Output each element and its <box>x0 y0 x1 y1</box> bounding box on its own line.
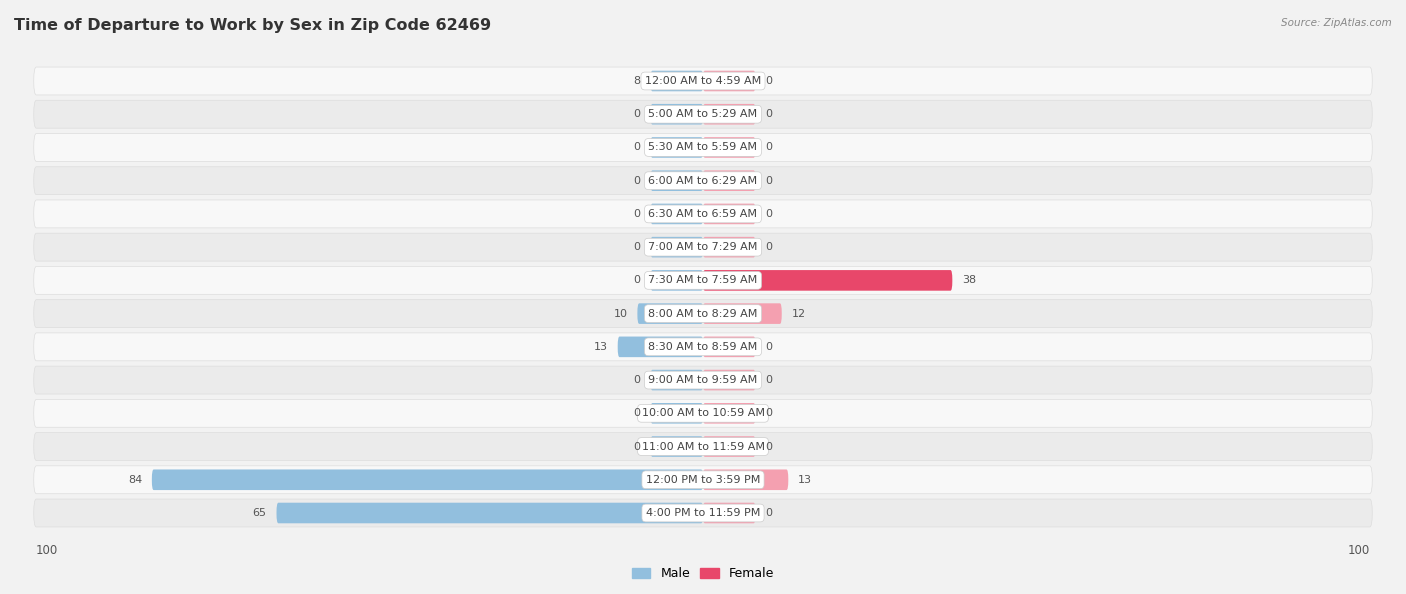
FancyBboxPatch shape <box>703 137 755 158</box>
FancyBboxPatch shape <box>703 204 755 224</box>
Text: Source: ZipAtlas.com: Source: ZipAtlas.com <box>1281 18 1392 28</box>
FancyBboxPatch shape <box>34 100 1372 128</box>
Text: 10:00 AM to 10:59 AM: 10:00 AM to 10:59 AM <box>641 408 765 418</box>
FancyBboxPatch shape <box>34 200 1372 228</box>
FancyBboxPatch shape <box>34 233 1372 261</box>
FancyBboxPatch shape <box>34 333 1372 361</box>
FancyBboxPatch shape <box>277 503 703 523</box>
FancyBboxPatch shape <box>651 137 703 158</box>
FancyBboxPatch shape <box>651 204 703 224</box>
FancyBboxPatch shape <box>651 270 703 290</box>
FancyBboxPatch shape <box>703 469 789 490</box>
FancyBboxPatch shape <box>34 399 1372 427</box>
FancyBboxPatch shape <box>703 170 755 191</box>
FancyBboxPatch shape <box>703 104 755 125</box>
FancyBboxPatch shape <box>703 503 755 523</box>
Text: 0: 0 <box>634 143 641 153</box>
FancyBboxPatch shape <box>651 237 703 257</box>
FancyBboxPatch shape <box>703 71 755 91</box>
FancyBboxPatch shape <box>637 304 703 324</box>
FancyBboxPatch shape <box>34 299 1372 327</box>
FancyBboxPatch shape <box>703 370 755 390</box>
Text: 0: 0 <box>765 209 772 219</box>
FancyBboxPatch shape <box>651 104 703 125</box>
Text: 5:30 AM to 5:59 AM: 5:30 AM to 5:59 AM <box>648 143 758 153</box>
Text: 0: 0 <box>765 375 772 385</box>
FancyBboxPatch shape <box>617 337 703 357</box>
Text: 0: 0 <box>765 441 772 451</box>
FancyBboxPatch shape <box>703 436 755 457</box>
Text: 0: 0 <box>765 342 772 352</box>
Text: 8:30 AM to 8:59 AM: 8:30 AM to 8:59 AM <box>648 342 758 352</box>
Text: 12: 12 <box>792 309 806 318</box>
FancyBboxPatch shape <box>34 167 1372 195</box>
Text: 7:30 AM to 7:59 AM: 7:30 AM to 7:59 AM <box>648 276 758 285</box>
FancyBboxPatch shape <box>651 170 703 191</box>
Text: Time of Departure to Work by Sex in Zip Code 62469: Time of Departure to Work by Sex in Zip … <box>14 18 491 33</box>
Text: 8: 8 <box>634 76 641 86</box>
Text: 0: 0 <box>634 242 641 252</box>
FancyBboxPatch shape <box>703 337 755 357</box>
Text: 0: 0 <box>765 408 772 418</box>
FancyBboxPatch shape <box>34 267 1372 295</box>
Text: 0: 0 <box>634 441 641 451</box>
Text: 84: 84 <box>128 475 142 485</box>
Text: 0: 0 <box>634 375 641 385</box>
FancyBboxPatch shape <box>34 466 1372 494</box>
FancyBboxPatch shape <box>703 237 755 257</box>
Text: 0: 0 <box>634 209 641 219</box>
Text: 6:30 AM to 6:59 AM: 6:30 AM to 6:59 AM <box>648 209 758 219</box>
FancyBboxPatch shape <box>651 403 703 424</box>
Text: 9:00 AM to 9:59 AM: 9:00 AM to 9:59 AM <box>648 375 758 385</box>
Text: 12:00 AM to 4:59 AM: 12:00 AM to 4:59 AM <box>645 76 761 86</box>
FancyBboxPatch shape <box>34 499 1372 527</box>
FancyBboxPatch shape <box>34 432 1372 460</box>
FancyBboxPatch shape <box>651 71 703 91</box>
Text: 0: 0 <box>634 109 641 119</box>
Text: 0: 0 <box>765 143 772 153</box>
Text: 8:00 AM to 8:29 AM: 8:00 AM to 8:29 AM <box>648 309 758 318</box>
Text: 0: 0 <box>634 176 641 186</box>
FancyBboxPatch shape <box>703 304 782 324</box>
Text: 0: 0 <box>765 508 772 518</box>
Text: 7:00 AM to 7:29 AM: 7:00 AM to 7:29 AM <box>648 242 758 252</box>
FancyBboxPatch shape <box>703 403 755 424</box>
FancyBboxPatch shape <box>703 270 952 290</box>
Text: 0: 0 <box>765 109 772 119</box>
Text: 13: 13 <box>799 475 813 485</box>
Text: 6:00 AM to 6:29 AM: 6:00 AM to 6:29 AM <box>648 176 758 186</box>
FancyBboxPatch shape <box>651 436 703 457</box>
Text: 65: 65 <box>253 508 267 518</box>
Text: 0: 0 <box>765 176 772 186</box>
FancyBboxPatch shape <box>34 67 1372 95</box>
Text: 11:00 AM to 11:59 AM: 11:00 AM to 11:59 AM <box>641 441 765 451</box>
Legend: Male, Female: Male, Female <box>627 563 779 585</box>
Text: 4:00 PM to 11:59 PM: 4:00 PM to 11:59 PM <box>645 508 761 518</box>
FancyBboxPatch shape <box>34 134 1372 162</box>
Text: 10: 10 <box>613 309 627 318</box>
Text: 0: 0 <box>634 408 641 418</box>
Text: 0: 0 <box>634 276 641 285</box>
Text: 0: 0 <box>765 76 772 86</box>
Text: 5:00 AM to 5:29 AM: 5:00 AM to 5:29 AM <box>648 109 758 119</box>
Text: 0: 0 <box>765 242 772 252</box>
FancyBboxPatch shape <box>152 469 703 490</box>
Text: 13: 13 <box>593 342 607 352</box>
Text: 12:00 PM to 3:59 PM: 12:00 PM to 3:59 PM <box>645 475 761 485</box>
FancyBboxPatch shape <box>34 366 1372 394</box>
FancyBboxPatch shape <box>651 370 703 390</box>
Text: 38: 38 <box>962 276 976 285</box>
